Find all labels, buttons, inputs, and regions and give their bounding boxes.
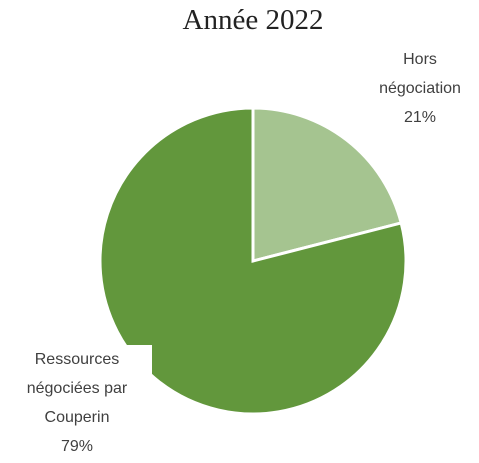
- category-label: Hors négociation: [365, 45, 475, 103]
- pie-slice: [98, 106, 408, 416]
- pie-slice: [251, 106, 404, 263]
- data-label: Ressources négociées par Couperin 79%: [2, 345, 152, 461]
- data-label: Hors négociation 21%: [365, 45, 475, 132]
- chart-title: Année 2022: [182, 4, 324, 36]
- value-label: 21%: [365, 103, 475, 132]
- value-label: 79%: [2, 432, 152, 461]
- category-label: Ressources négociées par Couperin: [2, 345, 152, 432]
